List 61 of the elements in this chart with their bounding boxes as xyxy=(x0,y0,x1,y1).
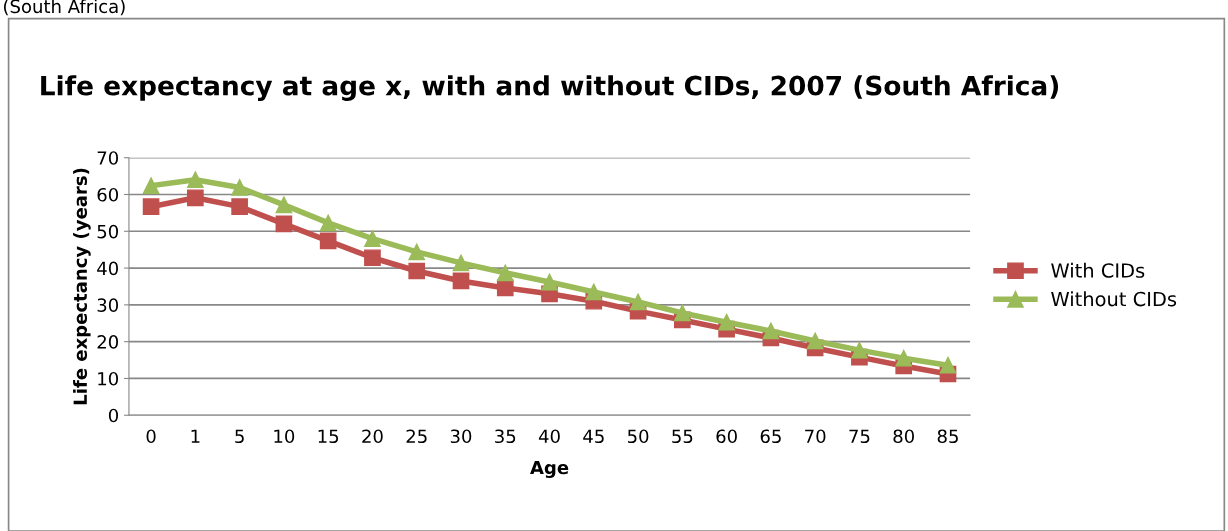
x-tick-label: 25 xyxy=(406,429,427,444)
y-tick-label: 60 xyxy=(97,187,119,202)
point xyxy=(806,332,824,350)
point xyxy=(452,272,470,290)
text: (South Africa) xyxy=(4,0,125,16)
x-tick-label: 10 xyxy=(274,429,295,444)
point xyxy=(319,232,337,250)
x-tick-label: 50 xyxy=(627,429,649,444)
point xyxy=(275,215,293,233)
x-tick-label: 75 xyxy=(849,429,870,444)
y-tick-label: 70 xyxy=(97,151,119,165)
x-tick-label: 80 xyxy=(893,429,914,444)
x-axis-title: Age xyxy=(530,460,569,478)
point xyxy=(452,254,470,272)
chart-title: Life expectancy at age x, with and without CIDs, 2007 (South Africa) xyxy=(41,75,1059,101)
point xyxy=(939,356,957,374)
point xyxy=(275,196,293,214)
x-tick-label: 35 xyxy=(495,429,516,444)
x-tick-label: 30 xyxy=(450,429,472,444)
y-axis-title: Life expectancy (years) xyxy=(73,168,91,405)
point xyxy=(231,198,248,215)
point xyxy=(496,279,514,297)
point xyxy=(629,293,647,311)
y-tick-label: 20 xyxy=(97,335,119,349)
point xyxy=(762,322,780,340)
x-tick-label: 15 xyxy=(318,429,339,444)
x-tick-label: 55 xyxy=(672,429,693,444)
point xyxy=(895,349,913,367)
y-tick-label: 50 xyxy=(97,224,119,239)
point xyxy=(718,313,735,331)
point xyxy=(674,304,691,322)
y-tick-label: 10 xyxy=(98,371,119,386)
x-tick-label: 70 xyxy=(805,429,826,444)
x-tick-label: 45 xyxy=(583,429,604,444)
point xyxy=(496,264,514,282)
x-tick-label: 85 xyxy=(937,429,958,444)
point xyxy=(142,177,160,195)
point xyxy=(585,283,603,301)
point xyxy=(541,273,558,291)
x-tick-label: 0 xyxy=(146,429,156,444)
point xyxy=(187,189,204,207)
legend-label: With CIDs xyxy=(1051,262,1145,278)
point xyxy=(231,179,248,196)
x-tick-label: 40 xyxy=(538,429,560,444)
legend-label: Without CIDs xyxy=(1051,291,1177,307)
y-tick-label: 0 xyxy=(108,408,119,423)
y-tick-label: 30 xyxy=(97,298,119,312)
y-tick-label: 40 xyxy=(97,261,119,276)
x-tick-label: 1 xyxy=(191,429,200,443)
point xyxy=(319,214,337,232)
point xyxy=(851,341,868,359)
point xyxy=(187,171,204,189)
point xyxy=(142,198,160,215)
point xyxy=(408,262,426,280)
point xyxy=(364,249,381,267)
x-tick-label: 60 xyxy=(716,429,737,444)
point xyxy=(364,230,381,247)
x-tick-label: 5 xyxy=(235,429,244,444)
point xyxy=(408,243,426,261)
x-tick-label: 20 xyxy=(362,429,383,444)
x-tick-label: 65 xyxy=(760,429,781,444)
